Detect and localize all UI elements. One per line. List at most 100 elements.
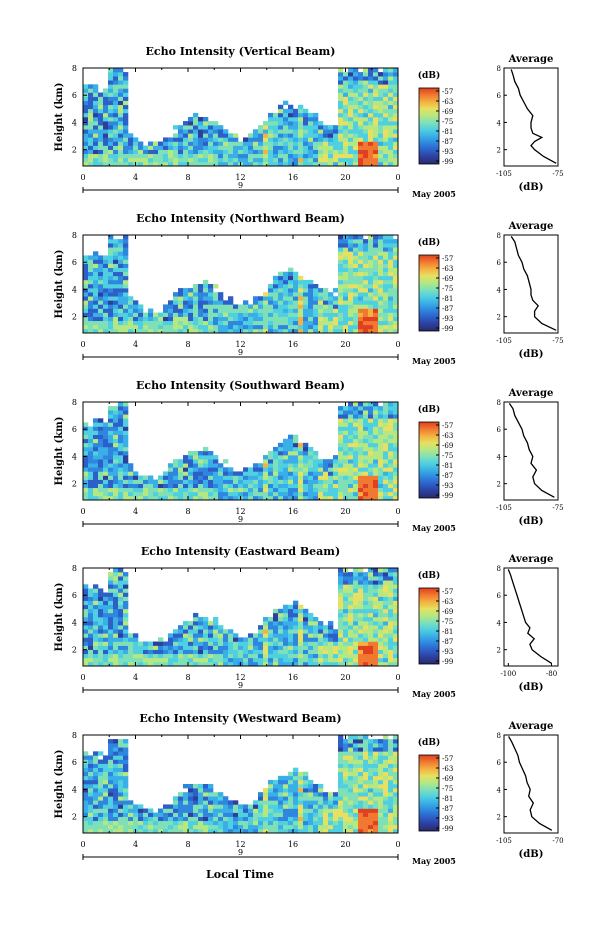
heatmap-cell	[88, 645, 94, 650]
heatmap-cell	[378, 816, 384, 822]
heatmap-cell	[233, 808, 239, 813]
heatmap-cell	[193, 145, 199, 150]
heatmap-cell	[228, 828, 234, 834]
heatmap-cell	[193, 312, 199, 317]
heatmap-cell	[218, 657, 224, 663]
heatmap-cell	[368, 251, 374, 256]
heatmap-cell	[173, 645, 179, 650]
heatmap-cell	[193, 487, 199, 493]
heatmap-cell	[333, 133, 339, 138]
heatmap-cell	[303, 491, 309, 497]
heatmap-cell	[138, 657, 144, 663]
heatmap-cell	[388, 572, 394, 577]
heatmap-cell	[353, 76, 359, 81]
heatmap-cell	[103, 446, 109, 452]
heatmap-cell	[348, 596, 354, 601]
heatmap-cell	[253, 145, 259, 150]
heatmap-cell	[373, 759, 379, 764]
heatmap-cell	[168, 141, 174, 146]
heatmap-cell	[373, 661, 379, 667]
heatmap-cell	[128, 320, 134, 326]
heatmap-cell	[133, 157, 139, 163]
heatmap-cell	[328, 625, 334, 630]
heatmap-cell	[83, 125, 89, 130]
heatmap-cell	[93, 633, 99, 638]
heatmap-cell	[103, 430, 109, 435]
heatmap-cell	[133, 491, 139, 497]
profile-x-tick-label: -100	[500, 670, 516, 678]
heatmap-cell	[253, 657, 259, 663]
heatmap-cell	[203, 129, 209, 134]
heatmap-cell	[253, 495, 259, 501]
heatmap-cell	[333, 808, 339, 813]
heatmap-cell	[383, 487, 389, 493]
heatmap-cell	[393, 141, 399, 146]
heatmap-cell	[388, 312, 394, 317]
heatmap-cell	[268, 657, 274, 663]
heatmap-cell	[288, 617, 294, 622]
heatmap-cell	[303, 455, 309, 460]
heatmap-cell	[298, 108, 304, 114]
heatmap-cell	[353, 300, 359, 305]
heatmap-cell	[283, 153, 289, 159]
heatmap-cell	[368, 149, 374, 155]
heatmap-cell	[273, 645, 279, 650]
heatmap-cell	[138, 661, 144, 667]
heatmap-cell	[123, 475, 129, 480]
heatmap-cell	[258, 463, 264, 468]
heatmap-cell	[183, 308, 189, 313]
heatmap-cell	[108, 275, 114, 281]
heatmap-cell	[308, 621, 314, 626]
heatmap-cell	[313, 125, 319, 130]
heatmap-cell	[318, 296, 324, 301]
heatmap-cell	[353, 92, 359, 97]
heatmap-cell	[238, 820, 244, 826]
heatmap-cell	[218, 149, 224, 155]
colorbar-tick-label: -81	[442, 128, 453, 136]
heatmap-cell	[388, 279, 394, 285]
x-tick-label: 4	[133, 673, 138, 682]
heatmap-cell	[318, 816, 324, 822]
heatmap-cell	[143, 653, 149, 659]
heatmap-cell	[103, 92, 109, 97]
heatmap-cell	[363, 816, 369, 822]
heatmap-cell	[353, 775, 359, 781]
heatmap-cell	[138, 820, 144, 826]
heatmap-cell	[288, 495, 294, 501]
heatmap-cell	[103, 316, 109, 322]
heatmap-cell	[118, 808, 124, 813]
heatmap-cell	[373, 247, 379, 252]
heatmap-cell	[368, 72, 374, 77]
heatmap-cell	[93, 88, 99, 93]
heatmap-cell	[373, 588, 379, 593]
heatmap-cell	[383, 792, 389, 797]
heatmap-cell	[373, 300, 379, 305]
profile-title: Average	[508, 54, 554, 65]
heatmap-cell	[343, 125, 349, 130]
heatmap-cell	[223, 300, 229, 305]
heatmap-cell	[123, 312, 129, 317]
heatmap-cell	[103, 779, 109, 785]
heatmap-cell	[348, 300, 354, 305]
heatmap-cell	[353, 121, 359, 126]
heatmap-cell	[268, 129, 274, 134]
heatmap-cell	[273, 779, 279, 785]
heatmap-cell	[378, 320, 384, 326]
heatmap-cell	[108, 824, 114, 830]
heatmap-cell	[93, 808, 99, 813]
heatmap-cell	[368, 576, 374, 581]
heatmap-cell	[88, 92, 94, 97]
heatmap-cell	[308, 792, 314, 797]
heatmap-cell	[128, 137, 134, 142]
heatmap-cell	[358, 483, 364, 489]
heatmap-cell	[338, 133, 344, 138]
heatmap-cell	[103, 129, 109, 134]
heatmap-cell	[123, 112, 129, 118]
heatmap-cell	[393, 820, 399, 826]
heatmap-cell	[363, 487, 369, 493]
heatmap-cell	[168, 649, 174, 655]
heatmap-cell	[273, 487, 279, 493]
heatmap-cell	[298, 475, 304, 480]
heatmap-cell	[318, 121, 324, 126]
heatmap-cell	[83, 629, 89, 634]
